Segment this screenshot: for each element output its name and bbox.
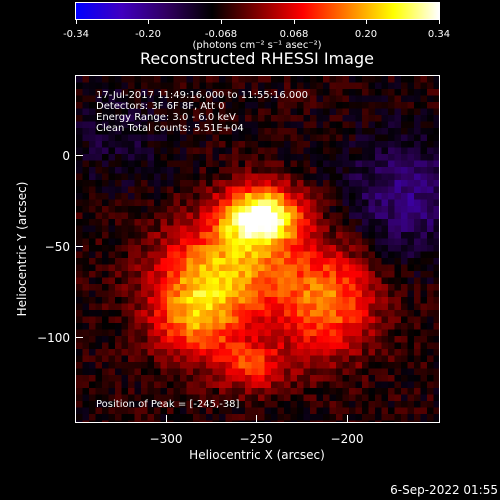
colorbar-tick-label: -0.34 [63,29,89,40]
x-tick-mark [256,415,257,423]
x-tick-label: −300 [149,432,183,446]
colorbar [75,2,440,20]
colorbar-tick-mark [221,20,222,24]
y-tick-label: −50 [44,240,70,254]
x-tick-label: −200 [330,432,364,446]
colorbar-tick-mark [439,20,440,24]
y-tick-mark [75,246,83,247]
colorbar-tick-mark [148,20,149,24]
colorbar-tick-label: 0.068 [279,29,309,40]
colorbar-tick-mark [366,20,367,24]
footer-date: 6-Sep-2022 01:55 [390,483,498,497]
peak-position: Position of Peak = [-245,-38] [96,399,240,410]
colorbar-tick-mark [294,20,295,24]
colorbar-tick-label: 0.20 [354,29,378,40]
heatmap-image [76,76,439,422]
x-tick-mark [166,415,167,423]
colorbar-tick-label: -0.068 [204,29,238,40]
colorbar-tick-label: 0.34 [427,29,451,40]
y-tick-label: 0 [62,149,70,163]
clean-total-counts: Clean Total counts: 5.51E+04 [96,123,244,134]
y-axis-label: Heliocentric Y (arcsec) [15,181,29,317]
colorbar-tick-label: -0.20 [135,29,161,40]
x-tick-label: −250 [239,432,273,446]
x-axis-label: Heliocentric X (arcsec) [189,448,325,462]
y-tick-mark [75,155,83,156]
colorbar-tick-mark [76,20,77,24]
detectors-info: Detectors: 3F 6F 8F, Att 0 [96,101,225,112]
observation-time: 17-Jul-2017 11:49:16.000 to 11:55:16.000 [96,90,308,101]
plot-title: Reconstructed RHESSI Image [140,49,374,68]
energy-range: Energy Range: 3.0 - 6.0 keV [96,112,236,123]
colorbar-units: (photons cm⁻² s⁻¹ asec⁻²) [192,40,322,51]
y-tick-mark [75,337,83,338]
x-tick-mark [347,415,348,423]
plot-area [75,75,440,423]
y-tick-label: −100 [37,331,70,345]
